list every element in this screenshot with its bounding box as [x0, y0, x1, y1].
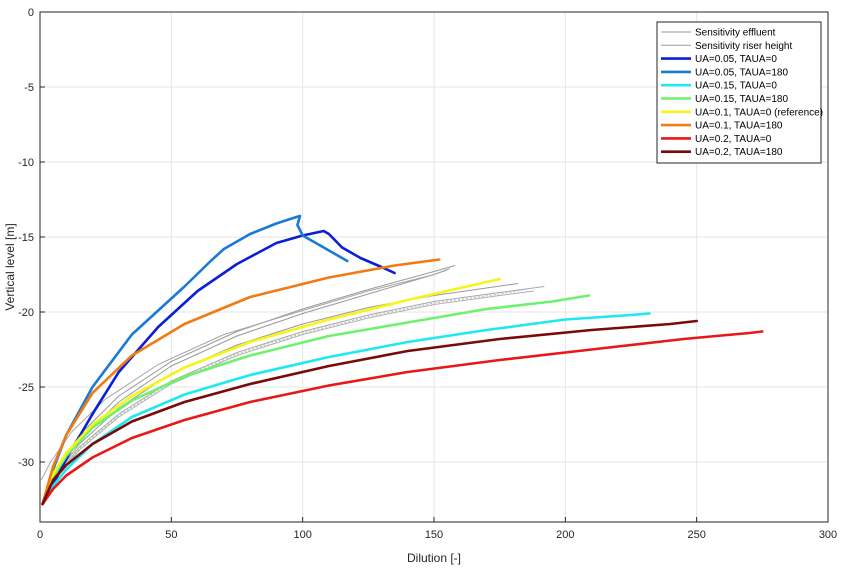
y-tick-label: -25	[18, 382, 34, 394]
series-line	[41, 277, 501, 506]
legend-label: UA=0.1, TAUA=0 (reference)	[695, 107, 823, 118]
legend-label: UA=0.2, TAUA=180	[695, 147, 783, 158]
axis-ticks: 0 50 100 150 200 250 300 0 -5 -10 -15 -20 -25 -30	[18, 7, 837, 541]
series-line	[41, 258, 441, 506]
legend: Sensitivity effluent Sensitivity riser he…	[656, 21, 823, 164]
y-tick-label: 0	[28, 7, 34, 19]
y-tick-label: -15	[18, 232, 34, 244]
series-line	[41, 319, 698, 506]
y-tick-label: -10	[18, 157, 34, 169]
series-line	[41, 312, 651, 506]
legend-label: UA=0.05, TAUA=180	[695, 67, 788, 78]
x-tick-label: 200	[556, 529, 574, 541]
series-lines	[41, 214, 764, 506]
x-tick-label: 0	[37, 529, 43, 541]
y-tick-label: -20	[18, 307, 34, 319]
x-tick-label: 250	[687, 529, 705, 541]
legend-label: UA=0.15, TAUA=180	[695, 94, 788, 105]
sensitivity-line	[42, 283, 519, 505]
x-tick-label: 300	[819, 529, 837, 541]
sensitivity-line	[42, 289, 526, 505]
sensitivity-line	[42, 286, 545, 505]
x-tick-label: 50	[165, 529, 177, 541]
series-line	[41, 229, 396, 506]
legend-label: UA=0.2, TAUA=0	[695, 134, 772, 145]
x-tick-label: 100	[293, 529, 311, 541]
legend-label: Sensitivity riser height	[695, 41, 792, 52]
legend-label: UA=0.15, TAUA=0	[695, 81, 777, 92]
legend-label: Sensitivity effluent	[695, 28, 776, 39]
y-tick-label: -5	[24, 82, 34, 94]
x-axis-label: Dilution [-]	[407, 551, 461, 565]
y-axis-label: Vertical level [m]	[3, 223, 17, 310]
series-line	[41, 214, 349, 506]
series-line	[41, 330, 764, 506]
legend-label: UA=0.05, TAUA=0	[695, 54, 777, 65]
y-tick-label: -30	[18, 457, 34, 469]
series-line	[41, 294, 591, 506]
legend-label: UA=0.1, TAUA=180	[695, 121, 783, 132]
x-tick-label: 150	[425, 529, 443, 541]
